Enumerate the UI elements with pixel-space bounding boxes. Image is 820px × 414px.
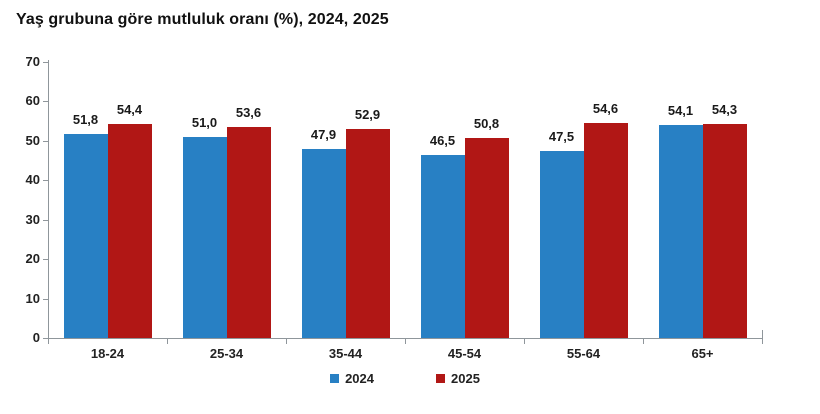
x-axis-label: 65+ — [691, 346, 714, 361]
chart-title: Yaş grubuna göre mutluluk oranı (%), 202… — [16, 11, 389, 28]
value-label-2024-35-44: 47,9 — [310, 127, 337, 143]
y-axis-label: 70 — [25, 54, 40, 69]
y-axis-label: 50 — [25, 132, 40, 148]
y-axis-tick — [43, 298, 48, 300]
bar-2025-55-64 — [583, 122, 628, 338]
legend-label: 2025 — [451, 371, 480, 386]
legend: 2024 2025 — [0, 371, 810, 386]
x-axis-label: 45-54 — [447, 346, 482, 361]
value-label-2025-65+: 54,3 — [711, 101, 738, 117]
value-label-2025-55-64: 54,6 — [592, 100, 619, 116]
bar-2024-45-54 — [420, 154, 465, 338]
bar-2025-18-24 — [107, 123, 152, 338]
x-axis-label: 18-24 — [90, 346, 125, 361]
x-axis-tick — [167, 339, 168, 344]
value-label-2025-45-54: 50,8 — [473, 115, 500, 131]
y-axis-label: 30 — [25, 211, 40, 227]
y-axis-label: 60 — [25, 93, 40, 109]
y-axis-tick — [43, 219, 48, 221]
y-axis-tick — [43, 180, 48, 182]
y-axis-tick — [43, 140, 48, 142]
x-axis-tick — [643, 339, 644, 344]
value-label-2024-25-34: 51,0 — [191, 114, 218, 130]
bar-2024-55-64 — [539, 150, 584, 338]
value-label-2024-18-24: 51,8 — [72, 111, 99, 127]
x-axis-label: 35-44 — [328, 346, 363, 361]
x-axis-end-tick — [762, 330, 763, 338]
x-axis-label: 25-34 — [209, 346, 244, 361]
bar-2025-25-34 — [226, 126, 271, 338]
bar-2024-25-34 — [182, 136, 227, 338]
x-axis-tick — [286, 339, 287, 344]
value-label-2024-55-64: 47,5 — [548, 128, 575, 144]
y-axis-tick — [43, 338, 48, 339]
value-label-2024-65+: 54,1 — [667, 102, 694, 118]
y-axis-label: 10 — [25, 290, 40, 306]
bar-2025-45-54 — [464, 137, 509, 338]
legend-item-2025: 2025 — [436, 371, 480, 386]
y-axis-label: 20 — [25, 251, 40, 267]
x-axis-label: 55-64 — [566, 346, 601, 361]
x-axis-line — [48, 338, 763, 339]
value-label-2025-25-34: 53,6 — [235, 104, 262, 120]
bar-2025-35-44 — [345, 129, 390, 338]
y-axis-tick — [43, 259, 48, 261]
legend-item-2024: 2024 — [330, 371, 374, 386]
legend-swatch-2024 — [330, 374, 340, 383]
bar-2025-65+ — [702, 123, 747, 338]
y-axis-tick — [43, 62, 48, 63]
y-axis-label: 40 — [25, 172, 40, 188]
x-axis-tick — [405, 339, 406, 344]
bar-2024-35-44 — [301, 149, 346, 338]
y-axis-label: 0 — [32, 330, 40, 345]
value-label-2025-18-24: 54,4 — [116, 101, 143, 117]
bar-2024-18-24 — [63, 133, 108, 338]
value-label-2024-45-54: 46,5 — [429, 132, 456, 148]
legend-label: 2024 — [345, 371, 374, 386]
legend-swatch-2025 — [436, 374, 445, 383]
x-axis-tick — [524, 339, 525, 344]
y-axis-tick — [43, 101, 48, 103]
y-axis-line — [48, 60, 49, 339]
x-axis-tick — [48, 339, 49, 344]
x-axis-tick — [762, 339, 763, 344]
value-label-2025-35-44: 52,9 — [354, 107, 381, 123]
bar-2024-65+ — [658, 124, 703, 338]
